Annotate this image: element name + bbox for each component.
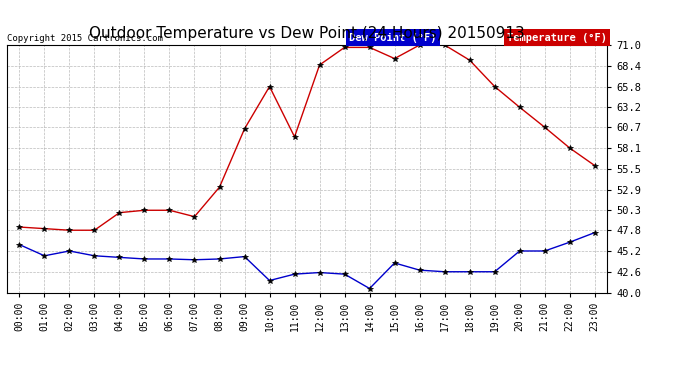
Title: Outdoor Temperature vs Dew Point (24 Hours) 20150913: Outdoor Temperature vs Dew Point (24 Hou… — [89, 26, 525, 41]
Text: Copyright 2015 Cartronics.com: Copyright 2015 Cartronics.com — [7, 33, 163, 42]
Text: Temperature (°F): Temperature (°F) — [507, 33, 607, 42]
Text: Dew Point (°F): Dew Point (°F) — [349, 33, 437, 42]
